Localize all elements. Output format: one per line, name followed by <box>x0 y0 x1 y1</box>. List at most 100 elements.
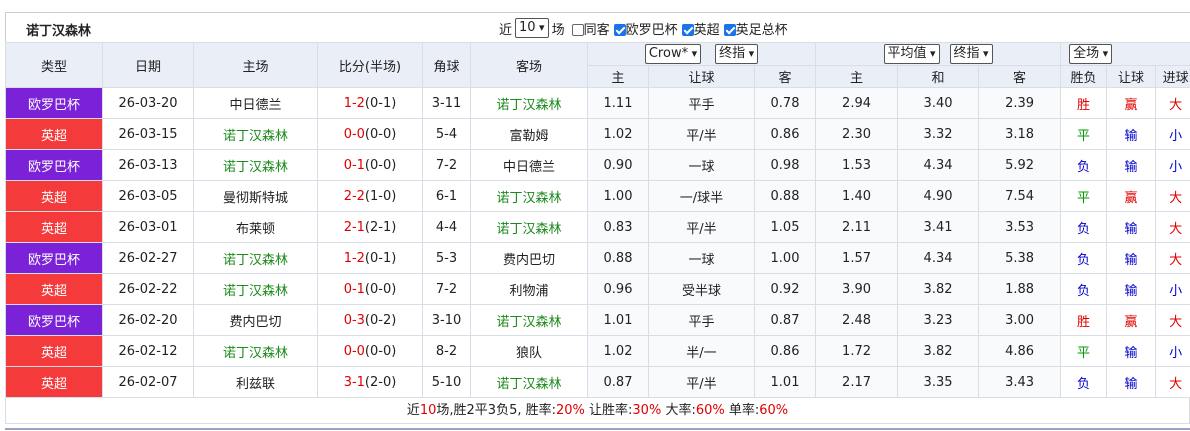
odds: 3.18 <box>978 118 1062 150</box>
checkbox[interactable] <box>613 24 626 36</box>
odds: 4.90 <box>897 180 980 212</box>
odds: 0.86 <box>753 118 817 150</box>
full-score: 0-1 <box>343 157 365 173</box>
odds: 4.34 <box>897 242 980 274</box>
column-header: 类型 <box>5 42 103 88</box>
filters: 同客 欧罗巴杯 英超 英足总杯 <box>568 19 788 38</box>
select[interactable]: Crow* <box>644 43 702 64</box>
odds: 一球 <box>648 149 755 181</box>
half-score: (0-0) <box>364 126 397 142</box>
half-score: (2-1) <box>364 219 397 235</box>
score: 2-2(1-0) <box>317 180 423 212</box>
result: 输 <box>1106 149 1157 181</box>
corners: 4-4 <box>422 211 471 243</box>
result: 大 <box>1155 87 1190 119</box>
result: 小 <box>1155 149 1190 181</box>
odds: 0.87 <box>587 366 649 398</box>
odds: 3.90 <box>815 273 899 305</box>
odds: 1.01 <box>587 304 649 336</box>
half-score: (0-1) <box>364 250 397 266</box>
score: 0-3(0-2) <box>317 304 423 336</box>
result: 平 <box>1060 118 1108 150</box>
match-row: 欧罗巴杯 26-03-13 诺丁汉森林 0-1(0-0) 7-2 中日德兰 0.90 一球 0.… <box>5 149 1190 181</box>
odds: 平手 <box>648 87 755 119</box>
count-select[interactable]: 10 <box>515 18 549 38</box>
away-team: 诺丁汉森林 <box>470 87 588 119</box>
away-team: 诺丁汉森林 <box>470 366 588 398</box>
match-type: 英超 <box>5 273 103 305</box>
sub-header: 胜负 <box>1060 64 1108 88</box>
select[interactable]: 终指 <box>949 43 993 64</box>
match-row: 英超 26-02-07 利兹联 3-1(2-0) 5-10 诺丁汉森林 0.87 平/半 1.0… <box>5 366 1190 398</box>
match-table: 类型日期主场比分(半场)角球客场Crow*终指平均值终指全场主让球客主和客胜负让… <box>5 42 1190 398</box>
summary-part: 20% <box>555 403 585 418</box>
odds: 1.02 <box>587 118 649 150</box>
avg-group: 平均值终指 <box>815 42 1062 66</box>
summary-part: 单率: <box>724 403 760 418</box>
select[interactable]: 终指 <box>715 43 759 64</box>
odds: 2.48 <box>815 304 899 336</box>
sub-header: 让球 <box>1106 64 1157 88</box>
match-type: 英超 <box>5 211 103 243</box>
full-score: 0-3 <box>343 312 365 328</box>
select[interactable]: 全场 <box>1069 43 1113 64</box>
score: 0-1(0-0) <box>317 149 423 181</box>
date: 26-02-22 <box>102 273 194 305</box>
full-score: 1-2 <box>343 95 365 111</box>
summary-part: 让胜率: <box>584 403 633 418</box>
odds: 2.17 <box>815 366 899 398</box>
column-header: 客场 <box>470 42 588 88</box>
column-header: 角球 <box>422 42 471 88</box>
result: 负 <box>1060 366 1108 398</box>
odds: 平手 <box>648 304 755 336</box>
odds: 0.83 <box>587 211 649 243</box>
result: 胜 <box>1060 304 1108 336</box>
odds: 0.88 <box>587 242 649 274</box>
checkbox[interactable] <box>681 24 694 36</box>
filter-label: 同客 <box>583 22 610 38</box>
result: 负 <box>1060 149 1108 181</box>
odds: 0.96 <box>587 273 649 305</box>
score: 0-0(0-0) <box>317 335 423 367</box>
corners: 7-2 <box>422 273 471 305</box>
summary-part: 60% <box>759 403 789 418</box>
result: 负 <box>1060 211 1108 243</box>
result: 小 <box>1155 118 1190 150</box>
result: 小 <box>1155 273 1190 305</box>
match-type: 英超 <box>5 366 103 398</box>
odds: 3.43 <box>978 366 1062 398</box>
result: 输 <box>1106 366 1157 398</box>
odds-group: Crow* 终指 <box>586 42 817 66</box>
label: 近 <box>499 22 513 38</box>
odds: 4.86 <box>978 335 1062 367</box>
column-header: 主场 <box>193 42 318 88</box>
sub-header: 主 <box>587 64 649 88</box>
result: 输 <box>1106 273 1157 305</box>
select[interactable]: 平均值 <box>883 43 940 64</box>
odds: 0.98 <box>753 149 817 181</box>
odds: 2.94 <box>815 87 899 119</box>
odds: 5.38 <box>978 242 1062 274</box>
odds: 3.82 <box>897 335 980 367</box>
corners: 7-2 <box>422 149 471 181</box>
summary: 近10场,胜2平3负5, 胜率:20% 让胜率:30% 大率:60% 单率:60… <box>5 398 1190 424</box>
odds: 半/一 <box>648 335 755 367</box>
checkbox[interactable] <box>571 24 584 36</box>
odds: 1.00 <box>587 180 649 212</box>
result: 负 <box>1060 242 1108 274</box>
home-team: 诺丁汉森林 <box>193 273 318 305</box>
odds: 0.90 <box>587 149 649 181</box>
column-header: 日期 <box>102 42 194 88</box>
checkbox[interactable] <box>723 24 736 36</box>
filter-label: 英超 <box>693 22 720 38</box>
odds: 一球 <box>648 242 755 274</box>
odds: 7.54 <box>978 180 1062 212</box>
result-group: 全场 <box>1060 42 1190 66</box>
odds: 2.30 <box>815 118 899 150</box>
summary-part: 场,胜2平3负5, 胜率: <box>436 403 556 418</box>
sub-header: 进球 <box>1155 64 1190 88</box>
full-score: 0-0 <box>343 126 365 142</box>
odds: 一/球半 <box>648 180 755 212</box>
result: 输 <box>1106 211 1157 243</box>
